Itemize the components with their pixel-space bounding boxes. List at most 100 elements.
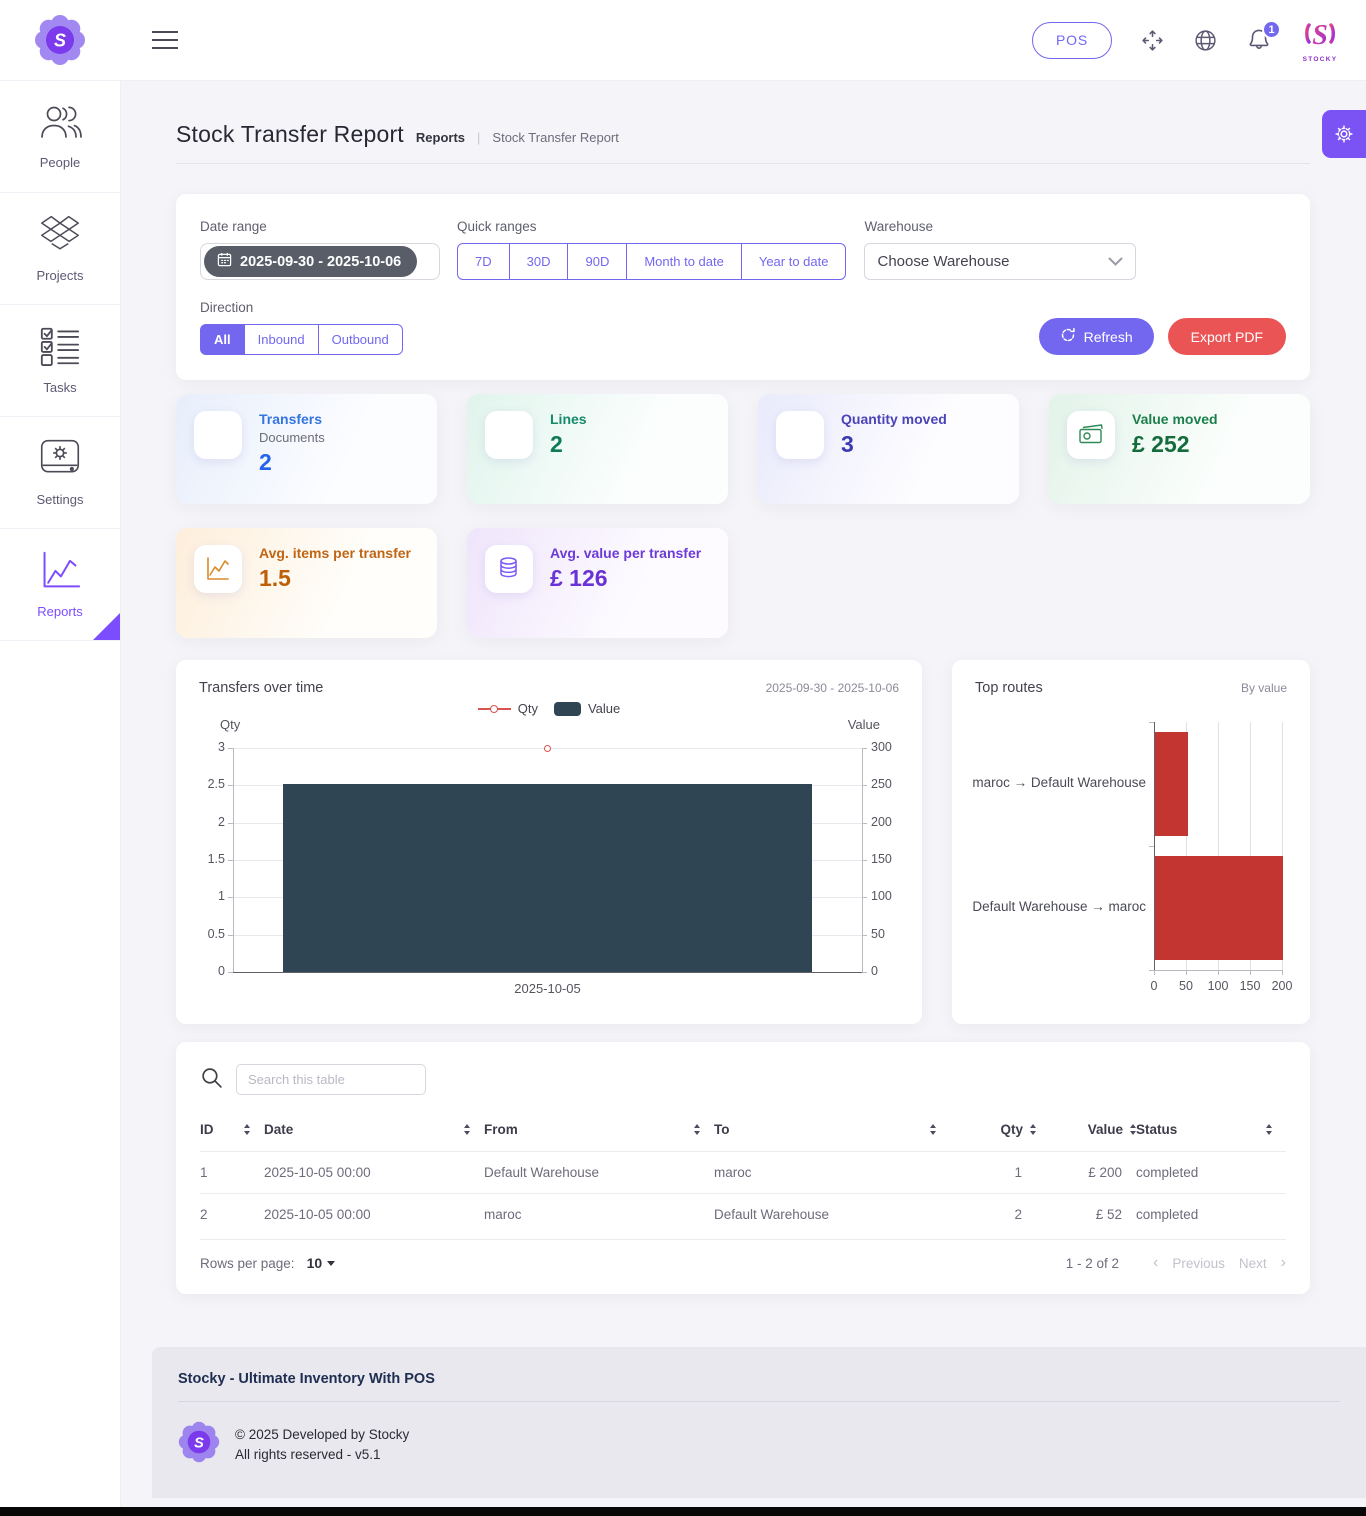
warehouse-select[interactable]: Choose Warehouse (864, 243, 1137, 280)
quick-range-90d[interactable]: 90D (567, 243, 628, 280)
column-header-to[interactable]: To (714, 1109, 950, 1152)
table-header-row: ID Date From To Qty Value Status (200, 1109, 1286, 1152)
stat-title: Avg. items per transfer (259, 545, 411, 561)
notification-badge: 1 (1262, 20, 1281, 39)
rows-per-page-select[interactable]: 10 (307, 1255, 336, 1271)
left-axis-title: Qty (220, 717, 241, 732)
date-range-value: 2025-09-30 - 2025-10-06 (240, 253, 402, 270)
stat-card-transfers: Transfers Documents 2 (176, 394, 437, 504)
sidebar-item-reports[interactable]: Reports (0, 529, 120, 641)
direction-group: All Inbound Outbound (200, 324, 403, 355)
stat-value: 2 (259, 449, 272, 475)
sort-icon[interactable] (464, 1124, 470, 1135)
direction-all[interactable]: All (200, 324, 245, 355)
fullscreen-icon[interactable] (1140, 28, 1165, 53)
transfers-table-panel: ID Date From To Qty Value Status 12025-1… (176, 1042, 1310, 1294)
line-point-qty (544, 744, 551, 752)
cell-status: completed (1136, 1193, 1286, 1235)
column-header-value[interactable]: Value (1036, 1109, 1136, 1152)
cell-to: Default Warehouse (714, 1193, 950, 1235)
route-label-0: maroc → Default Warehouse (972, 775, 1146, 790)
footer-copyright: © 2025 Developed by Stocky (235, 1427, 410, 1442)
footer-logo: S (178, 1421, 220, 1468)
stat-title: Lines (550, 411, 587, 427)
sort-icon[interactable] (244, 1124, 250, 1135)
sidebar-item-settings[interactable]: Settings (0, 417, 120, 529)
stat-title: Quantity moved (841, 411, 947, 427)
quick-range-30d[interactable]: 30D (508, 243, 569, 280)
transfers-table: ID Date From To Qty Value Status 1 2025-1… (200, 1109, 1286, 1235)
next-arrow-icon[interactable]: › (1280, 1254, 1286, 1271)
quick-ranges-group: 7D 30D 90D Month to date Year to date (457, 243, 847, 280)
stat-title: Value moved (1132, 411, 1218, 427)
refresh-button[interactable]: Refresh (1038, 318, 1154, 355)
route-bar-1 (1155, 856, 1283, 960)
route-label-1: Default Warehouse → maroc (972, 899, 1146, 914)
bell-icon[interactable]: 1 (1246, 20, 1281, 53)
blank-icon (776, 411, 824, 459)
filters-panel: Date range 2025-09-30 - 2025-10-06 Quick… (176, 194, 1310, 380)
quick-range-year-to-date[interactable]: Year to date (740, 243, 847, 280)
chevron-down-icon (327, 1260, 336, 1266)
date-range-pill: 2025-09-30 - 2025-10-06 (204, 246, 418, 277)
menu-toggle-button[interactable] (152, 31, 178, 49)
stat-value: 3 (841, 431, 854, 457)
table-search-input[interactable] (236, 1064, 426, 1095)
breadcrumb-section[interactable]: Reports (415, 130, 466, 145)
page-title: Stock Transfer Report (176, 121, 404, 147)
sort-icon[interactable] (1266, 1124, 1272, 1135)
column-header-qty[interactable]: Qty (950, 1109, 1036, 1152)
stat-card-lines: Lines 2 (467, 394, 728, 504)
quick-range-month-to-date[interactable]: Month to date (626, 243, 742, 280)
export-pdf-button[interactable]: Export PDF (1167, 318, 1286, 355)
footer-divider (178, 1401, 1340, 1402)
sort-icon[interactable] (1030, 1124, 1036, 1135)
direction-inbound[interactable]: Inbound (243, 324, 319, 355)
previous-arrow-icon[interactable]: ‹ (1153, 1254, 1159, 1271)
cell-qty: 1 (950, 1151, 1036, 1194)
globe-icon[interactable] (1193, 28, 1218, 53)
stocky-brand-logo[interactable]: S STOCKY (1300, 18, 1340, 63)
coins-icon (485, 545, 533, 593)
table-footer: Rows per page: 10 1 - 2 of 2 ‹ Previous … (200, 1239, 1286, 1280)
cell-to: maroc (714, 1151, 950, 1194)
cell-date: 2025-10-05 00:00 (264, 1193, 484, 1235)
direction-label: Direction (200, 300, 254, 315)
reports-icon (38, 550, 82, 595)
projects-icon (38, 214, 82, 259)
column-header-id[interactable]: ID (200, 1109, 264, 1152)
warehouse-label: Warehouse (864, 219, 934, 234)
settings-icon (39, 438, 81, 483)
sort-icon[interactable] (930, 1124, 936, 1135)
direction-outbound[interactable]: Outbound (317, 324, 403, 355)
app-logo[interactable]: S (34, 14, 86, 66)
customizer-gear-button[interactable] (1322, 110, 1366, 158)
column-header-status[interactable]: Status (1136, 1109, 1286, 1152)
date-range-label: Date range (200, 219, 267, 234)
quick-range-7d[interactable]: 7D (457, 243, 510, 280)
cell-from: maroc (484, 1193, 714, 1235)
date-range-input[interactable]: 2025-09-30 - 2025-10-06 (200, 243, 440, 280)
svg-text:S: S (194, 1435, 204, 1451)
column-header-from[interactable]: From (484, 1109, 714, 1152)
previous-page-button[interactable]: Previous (1172, 1255, 1225, 1271)
stat-cards: Transfers Documents 2 Lines 2 Quantity m… (176, 394, 1310, 638)
trend-icon (194, 545, 242, 593)
legend-item-value[interactable]: Value (553, 701, 620, 716)
sort-icon[interactable] (1130, 1124, 1136, 1135)
next-page-button[interactable]: Next (1238, 1255, 1267, 1271)
calendar-icon (217, 252, 232, 271)
table-row[interactable]: 2 2025-10-05 00:00 maroc Default Warehouse 2… (200, 1193, 1286, 1235)
sidebar-item-people[interactable]: People (0, 81, 120, 193)
column-header-date[interactable]: Date (264, 1109, 484, 1152)
stat-card-value-moved: Value moved £ 252 (1049, 394, 1310, 504)
svg-text:S: S (1312, 20, 1328, 50)
table-row[interactable]: 1 2025-10-05 00:00 Default Warehouse maroc 1… (200, 1151, 1286, 1194)
people-icon (38, 103, 82, 146)
legend-item-qty[interactable]: Qty (477, 701, 538, 716)
pos-button[interactable]: POS (1032, 21, 1112, 59)
cell-qty: 2 (950, 1193, 1036, 1235)
sidebar-item-tasks[interactable]: Tasks (0, 305, 120, 417)
sort-icon[interactable] (694, 1124, 700, 1135)
sidebar-item-projects[interactable]: Projects (0, 193, 120, 305)
